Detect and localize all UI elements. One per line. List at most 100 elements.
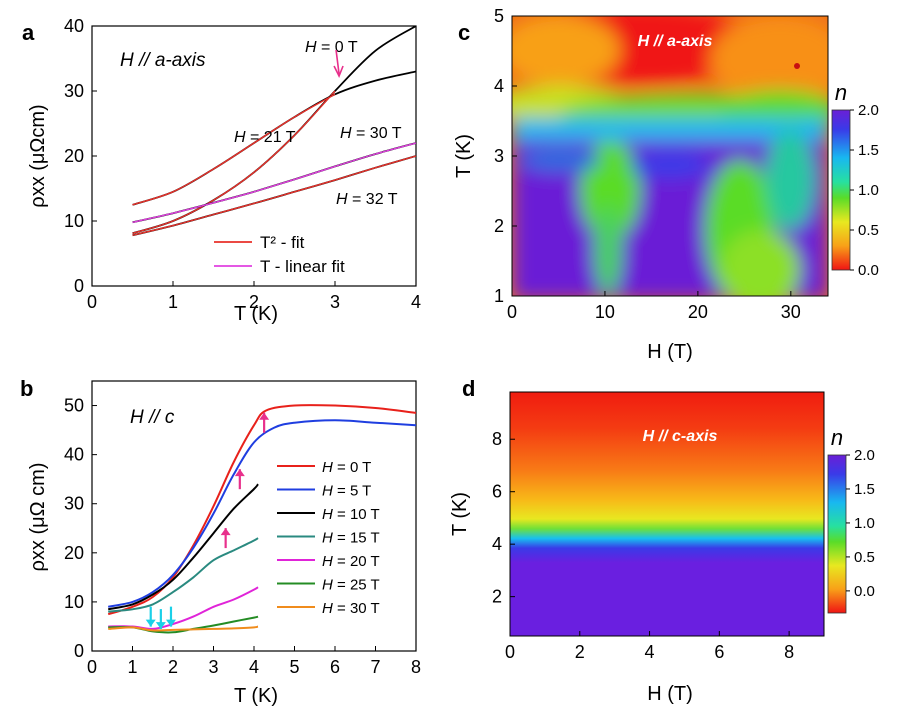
panel-b-ylabel: ρxx (μΩ cm) xyxy=(27,463,49,572)
panel-b-xtick-label: 5 xyxy=(289,657,299,677)
panel-d-frame xyxy=(509,391,825,637)
panel-c-heatmap xyxy=(512,16,828,296)
panel-b-legend-label: H = 10 T xyxy=(322,506,380,523)
panel-d-xtick-label: 0 xyxy=(505,642,515,662)
panel-c-colorbar-tick-label: 2.0 xyxy=(858,102,879,119)
panel-a-ytick-label: 40 xyxy=(64,16,84,36)
panel-b-xtick-label: 8 xyxy=(411,657,421,677)
panel-d-xtick-label: 6 xyxy=(714,642,724,662)
panel-d: 0 2 4 6 8 2 4 6 8 H // c-axis H (T) T (K) n 2.0 1.… xyxy=(449,391,875,705)
panel-b-ytick-label: 50 xyxy=(64,396,84,416)
panel-letter-d: d xyxy=(462,376,475,401)
panel-c-ytick-label: 4 xyxy=(494,76,504,96)
panel-b-legend-label: H = 25 T xyxy=(322,577,380,594)
panel-b-ytick-label: 30 xyxy=(64,494,84,514)
panel-c-colorbar-tick-label: 0.0 xyxy=(858,262,879,279)
panel-d-heatmap xyxy=(510,392,824,636)
panel-b-arrowhead xyxy=(155,622,166,630)
panel-d-colorbar-tick-label: 1.0 xyxy=(854,515,875,532)
panel-a-curve-label: H = 30 T xyxy=(340,125,402,142)
panel-a-fit-curve xyxy=(132,93,336,206)
panel-d-ytick-label: 2 xyxy=(492,587,502,607)
panel-b-legend-label: H = 20 T xyxy=(322,553,380,570)
panel-a-ytick-label: 20 xyxy=(64,146,84,166)
panel-c-colorbar-tick-label: 0.5 xyxy=(858,222,879,239)
panel-letter-a: a xyxy=(22,20,35,45)
panel-a-xtick-label: 4 xyxy=(411,292,421,312)
panel-c-annotation: H // a-axis xyxy=(638,33,713,50)
panel-b-curve xyxy=(108,483,259,611)
panel-b-xlabel: T (K) xyxy=(234,685,278,707)
panel-b-xtick-label: 7 xyxy=(370,657,380,677)
panel-b-ytick-label: 40 xyxy=(64,445,84,465)
panel-d-annotation: H // c-axis xyxy=(643,428,718,445)
panel-d-xtick-label: 8 xyxy=(784,642,794,662)
panel-d-colorbar-tick-label: 0.5 xyxy=(854,549,875,566)
panel-a-xtick-label: 1 xyxy=(168,292,178,312)
panel-b-curve xyxy=(108,419,416,608)
panel-b-xtick-label: 4 xyxy=(249,657,259,677)
panel-b-legend-label: H = 0 T xyxy=(322,459,371,476)
panel-c-colorbar-label: n xyxy=(835,80,847,105)
panel-a-ytick-label: 0 xyxy=(74,276,84,296)
panel-a-arrow xyxy=(335,49,340,75)
panel-b-arrowhead xyxy=(145,619,156,627)
panel-b-arrowhead xyxy=(234,469,245,477)
panel-a-ytick-label: 30 xyxy=(64,81,84,101)
panel-a-legend-label: T² - fit xyxy=(260,233,305,252)
panel-d-ytick-label: 8 xyxy=(492,429,502,449)
panel-b-legend-label: H = 15 T xyxy=(322,530,380,547)
panel-b-curve xyxy=(107,404,416,616)
panel-c-colorbar-tick-label: 1.0 xyxy=(858,182,879,199)
panel-d-ytick-label: 4 xyxy=(492,534,502,554)
panel-c-ytick-label: 2 xyxy=(494,216,504,236)
panel-c-colorbar xyxy=(831,109,851,271)
panel-d-ylabel: T (K) xyxy=(449,492,471,536)
panel-a-xtick-label: 3 xyxy=(330,292,340,312)
panel-c-colorbar-tick-label: 1.5 xyxy=(858,142,879,159)
panel-b-xtick-label: 2 xyxy=(168,657,178,677)
panel-a-xtick-label: 0 xyxy=(87,292,97,312)
panel-a-ytick-label: 10 xyxy=(64,211,84,231)
panel-b: 0 1 2 3 4 5 6 7 8 0 10 20 30 40 50 H // c T (K) ρxx (μ… xyxy=(27,380,421,707)
panel-a-fit-curve xyxy=(132,90,336,234)
panel-c-xtick-label: 0 xyxy=(507,302,517,322)
panel-c: 0 10 20 30 1 2 3 4 5 H // a-axis H (T) T (K) n 2.… xyxy=(453,6,879,363)
panel-b-legend-label: H = 30 T xyxy=(322,600,380,617)
panel-c-ylabel: T (K) xyxy=(453,134,475,178)
panel-a-curve-label: H = 32 T xyxy=(336,191,398,208)
panel-b-xtick-label: 0 xyxy=(87,657,97,677)
panel-letter-b: b xyxy=(20,376,33,401)
panel-b-arrowhead xyxy=(259,412,270,420)
panel-a-xtick-label: 2 xyxy=(249,292,259,312)
panel-d-colorbar-label: n xyxy=(831,425,843,450)
panel-d-colorbar xyxy=(827,454,847,614)
panel-c-xtick-label: 30 xyxy=(781,302,801,322)
panel-b-curve xyxy=(108,537,259,613)
panel-b-curve xyxy=(108,625,259,632)
panel-a-legend-label: T - linear fit xyxy=(260,257,345,276)
panel-a-fit-curve xyxy=(132,155,416,236)
panel-c-xlabel: H (T) xyxy=(647,341,693,363)
panel-a-curve-label: H = 21 T xyxy=(234,129,296,146)
panel-b-legend-label: H = 5 T xyxy=(322,483,371,500)
panel-c-ytick-label: 1 xyxy=(494,286,504,306)
panel-letter-c: c xyxy=(458,20,470,45)
panel-d-xtick-label: 2 xyxy=(575,642,585,662)
panel-d-colorbar-tick-label: 1.5 xyxy=(854,481,875,498)
panel-c-xtick-label: 10 xyxy=(595,302,615,322)
panel-b-annotation: H // c xyxy=(130,407,175,428)
panel-d-colorbar-tick-label: 0.0 xyxy=(854,583,875,600)
panel-b-arrowhead xyxy=(220,528,231,536)
panel-a-xlabel: T (K) xyxy=(234,303,278,325)
panel-a-curve-label: H = 0 T xyxy=(305,39,358,56)
panel-c-ytick-label: 3 xyxy=(494,146,504,166)
panel-c-xtick-label: 20 xyxy=(688,302,708,322)
panel-b-xtick-label: 6 xyxy=(330,657,340,677)
panel-d-xlabel: H (T) xyxy=(647,683,693,705)
panel-a-fit-curve xyxy=(132,142,416,223)
panel-a-ylabel: ρxx (μΩcm) xyxy=(27,104,49,207)
panel-b-xtick-label: 3 xyxy=(208,657,218,677)
